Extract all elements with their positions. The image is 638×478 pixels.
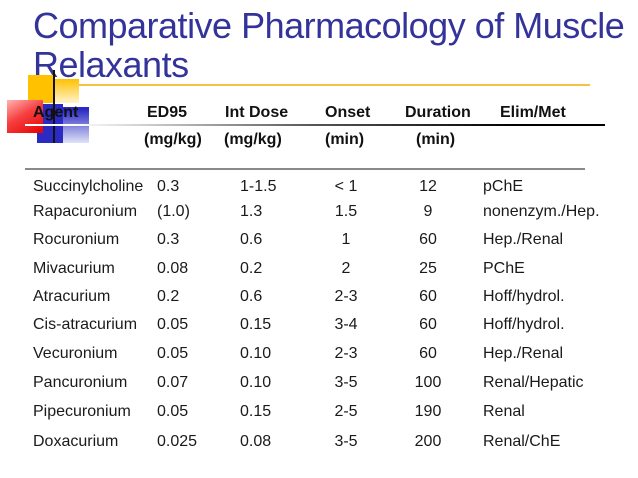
cell-duration: 12 — [419, 178, 437, 195]
cell-agent: Vecuronium — [33, 345, 118, 362]
cell-ed95: 0.05 — [157, 316, 189, 333]
table-row: Succinylcholine 0.3 1-1.5 < 1 12 pChE — [0, 178, 638, 198]
cell-int-dose: 0.15 — [240, 403, 272, 420]
table-row: Pancuronium 0.07 0.10 3-5 100 Renal/Hepatic — [0, 374, 638, 394]
cell-onset: 2-5 — [334, 403, 358, 420]
table-row: Rapacuronium (1.0) 1.3 1.5 9 nonenzym./Hep. — [0, 203, 638, 223]
cell-int-dose: 0.10 — [240, 374, 272, 391]
table-body-rule — [25, 168, 585, 170]
cell-duration: 60 — [419, 231, 437, 248]
cell-agent: Pipecuronium — [33, 403, 131, 420]
slide-title-line1: Comparative Pharmacology of Muscle — [33, 5, 625, 46]
cell-elim-met: pChE — [483, 178, 524, 195]
table-row: Atracurium 0.2 0.6 2-3 60 Hoff/hydrol. — [0, 288, 638, 308]
cell-ed95: 0.3 — [157, 178, 180, 195]
slide-title-line2: Relaxants — [33, 44, 189, 85]
cell-onset: < 1 — [334, 178, 358, 195]
cell-ed95: 0.05 — [157, 403, 189, 420]
decor-red-square — [7, 100, 43, 133]
decor-gold-square — [28, 75, 55, 103]
cell-duration: 60 — [419, 316, 437, 333]
cell-int-dose: 1.3 — [240, 203, 263, 220]
cell-duration: 60 — [419, 345, 437, 362]
cell-elim-met: Hep./Renal — [483, 345, 564, 362]
cell-onset: 2-3 — [334, 345, 358, 362]
decor-gold-gradient-square — [55, 79, 79, 103]
cell-onset: 2-3 — [334, 288, 358, 305]
table-row: Cis-atracurium 0.05 0.15 3-4 60 Hoff/hydrol. — [0, 316, 638, 336]
cell-onset: 1 — [341, 231, 351, 248]
cell-agent: Mivacurium — [33, 260, 115, 277]
table-row: Mivacurium 0.08 0.2 2 25 PChE — [0, 260, 638, 280]
cell-elim-met: nonenzym./Hep. — [483, 203, 600, 220]
cell-ed95: 0.025 — [157, 433, 198, 450]
cell-onset: 1.5 — [334, 203, 358, 220]
cell-elim-met: Renal — [483, 403, 525, 420]
table-header-rule — [25, 124, 605, 126]
cell-ed95: 0.08 — [157, 260, 189, 277]
cell-onset: 3-5 — [334, 433, 358, 450]
cell-duration: 190 — [414, 403, 442, 420]
cell-duration: 100 — [414, 374, 442, 391]
column-header-duration: Duration — [405, 104, 471, 121]
column-unit-int-dose: (mg/kg) — [224, 131, 282, 148]
column-header-elim-met: Elim/Met — [500, 104, 566, 121]
cell-ed95: 0.2 — [157, 288, 180, 305]
cell-duration: 60 — [419, 288, 437, 305]
cell-elim-met: Hoff/hydrol. — [483, 288, 565, 305]
table-row: Rocuronium 0.3 0.6 1 60 Hep./Renal — [0, 231, 638, 251]
cell-agent: Cis-atracurium — [33, 316, 138, 333]
cell-ed95: 0.05 — [157, 345, 189, 362]
cell-onset: 3-5 — [334, 374, 358, 391]
column-header-agent: Agent — [33, 104, 79, 121]
cell-elim-met: Renal/ChE — [483, 433, 561, 450]
cell-agent: Atracurium — [33, 288, 111, 305]
cell-agent: Succinylcholine — [33, 178, 144, 195]
table-row: Vecuronium 0.05 0.10 2-3 60 Hep./Renal — [0, 345, 638, 365]
cell-agent: Rapacuronium — [33, 203, 138, 220]
table-row: Pipecuronium 0.05 0.15 2-5 190 Renal — [0, 403, 638, 423]
cell-elim-met: PChE — [483, 260, 525, 277]
cell-int-dose: 1-1.5 — [240, 178, 277, 195]
column-unit-duration: (min) — [416, 131, 456, 148]
cell-ed95: (1.0) — [157, 203, 190, 220]
slide-title: Comparative Pharmacology of Muscle Relax… — [33, 6, 633, 84]
column-unit-onset: (min) — [325, 131, 365, 148]
cell-elim-met: Hep./Renal — [483, 231, 564, 248]
cell-duration: 9 — [423, 203, 433, 220]
cell-ed95: 0.3 — [157, 231, 180, 248]
cell-duration: 200 — [414, 433, 442, 450]
title-underline-rule — [78, 84, 590, 86]
column-unit-ed95: (mg/kg) — [144, 131, 202, 148]
cell-int-dose: 0.10 — [240, 345, 272, 362]
table-row: Doxacurium 0.025 0.08 3-5 200 Renal/ChE — [0, 433, 638, 453]
cell-agent: Doxacurium — [33, 433, 119, 450]
cell-agent: Pancuronium — [33, 374, 128, 391]
cell-onset: 3-4 — [334, 316, 358, 333]
cell-duration: 25 — [419, 260, 437, 277]
cell-int-dose: 0.6 — [240, 231, 263, 248]
cell-onset: 2 — [341, 260, 351, 277]
column-header-ed95: ED95 — [147, 104, 188, 121]
column-header-onset: Onset — [325, 104, 371, 121]
cell-agent: Rocuronium — [33, 231, 120, 248]
cell-int-dose: 0.15 — [240, 316, 272, 333]
decor-vertical-line — [53, 70, 55, 143]
cell-int-dose: 0.2 — [240, 260, 263, 277]
cell-elim-met: Renal/Hepatic — [483, 374, 584, 391]
cell-elim-met: Hoff/hydrol. — [483, 316, 565, 333]
column-header-int-dose: Int Dose — [225, 104, 289, 121]
cell-int-dose: 0.6 — [240, 288, 263, 305]
cell-ed95: 0.07 — [157, 374, 189, 391]
cell-int-dose: 0.08 — [240, 433, 272, 450]
